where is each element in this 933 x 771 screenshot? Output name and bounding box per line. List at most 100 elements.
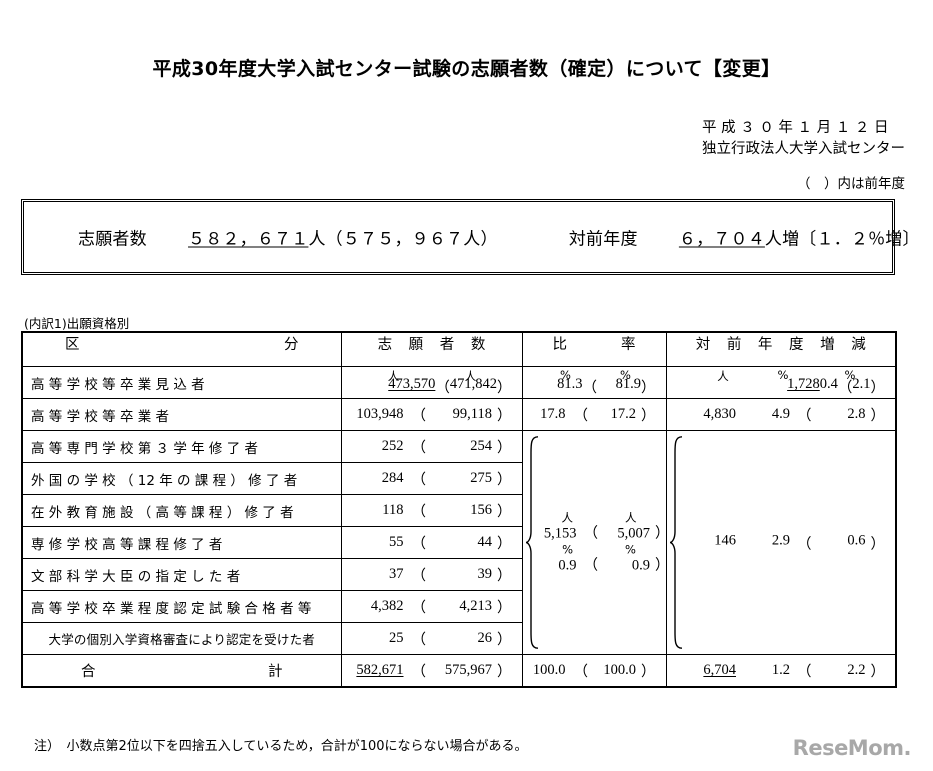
row-applicants-cell: 252 （ 254 ） [340, 430, 523, 463]
summary-applicants-prev: （５７５，９６７人） [325, 229, 498, 250]
issuer-name: 独立行政法人大学入試センター [702, 140, 905, 157]
table-row: 高 等 学 校 等 卒 業 見 込 者 人 人 473,570 （ [21, 366, 897, 399]
merged-ratio-cell: 人 人 5,153 （ 5,007 ） % % [521, 430, 670, 655]
resemom-watermark: ReseMom. [792, 736, 912, 760]
applicants-value: 37 [389, 566, 404, 582]
row-applicants-cell: 37 （ 39 ） [340, 558, 523, 591]
header-ratio-left: 比 [552, 337, 568, 353]
watermark-text: ReseMom. [792, 736, 912, 760]
row-label: 外 国 の 学 校 （ 12 年 の 課 程 ） 修 了 者 [31, 472, 298, 489]
table-row: 大学の個別入学資格審査により認定を受けた者 25 （ 26 ） [21, 622, 896, 655]
row-label: 文 部 科 学 大 臣 の 指 定 し た 者 [31, 568, 241, 585]
applicants-value: 473,570 [388, 376, 436, 392]
row-label: 在 外 教 育 施 設 （ 高 等 課 程 ） 修 了 者 [31, 504, 294, 521]
table-header-row: 区 分 志 願 者 数 比 率 対 前 年 度 増 減 [21, 331, 897, 367]
total-change-pct: 1.2 [771, 662, 790, 678]
change-amount: 4,830 [703, 406, 736, 422]
row-label-cell: 大学の個別入学資格審査により認定を受けた者 [21, 622, 342, 655]
row-applicants-cell: 55 （ 44 ） [340, 526, 523, 559]
ratio-prev-value: 81.9 [615, 376, 641, 392]
table-row: 高 等 学 校 等 卒 業 者 103,948 （ 99,118 ） 17.8 … [21, 398, 897, 431]
table-row: 高 等 専 門 学 校 第 ３ 学 年 修 了 者 252 （ 254 ） [21, 430, 897, 655]
row-applicants-cell: 118 （ 156 ） [340, 494, 523, 527]
change-pct-prev: 2.1 [852, 376, 871, 392]
table-row: 専 修 学 校 高 等 課 程 修 了 者 55 （ 44 ） [21, 526, 896, 559]
table-row: 高 等 学 校 卒 業 程 度 認 定 試 験 合 格 者 等 4,382 （ … [21, 590, 896, 623]
summary-unit: 人 [308, 229, 326, 250]
merged-ratio-persons-prev: 5,007 [617, 525, 650, 542]
applicants-prev-value: 39 [477, 566, 493, 582]
ratio-value: 81.3 [557, 376, 583, 392]
total-ratio-cell: 100.0 （ 100.0 ） [521, 654, 667, 688]
row-label: 高 等 学 校 等 卒 業 者 [31, 408, 170, 425]
brace-icon [525, 435, 541, 650]
total-ratio-prev: 100.0 [603, 662, 636, 678]
row-label: 専 修 学 校 高 等 課 程 修 了 者 [31, 536, 223, 553]
applicants-table: 区 分 志 願 者 数 比 率 対 前 年 度 増 減 [21, 331, 897, 688]
row-label: 大学の個別入学資格審査により認定を受けた者 [48, 632, 315, 647]
total-ratio: 100.0 [532, 662, 566, 678]
applicants-value: 118 [382, 502, 404, 518]
row-applicants-cell: 人 人 473,570 （ 471,842 ） [340, 366, 523, 399]
header-applicants: 志 願 者 数 [340, 331, 523, 367]
merged-change-cell: 146 2.9 （ 0.6 ） [665, 430, 897, 655]
row-label-cell: 高 等 学 校 卒 業 程 度 認 定 試 験 合 格 者 等 [21, 590, 342, 623]
row-applicants-cell: 284 （ 275 ） [340, 462, 523, 495]
row-label-cell: 外 国 の 学 校 （ 12 年 の 課 程 ） 修 了 者 [21, 462, 342, 495]
summary-applicants-value: ５８２，６７１ [188, 229, 309, 250]
footnote: 注） 小数点第2位以下を四捨五入しているため，合計が100にならない場合がある。 [34, 739, 528, 754]
applicants-prev-value: 254 [470, 438, 492, 454]
row-applicants-cell: 103,948 （ 99,118 ） [340, 398, 523, 431]
row-ratio-cell: % % 81.3 （ 81.9 ） [521, 366, 667, 399]
change-pct: 4.9 [771, 406, 790, 422]
row-applicants-cell: 4,382 （ 4,213 ） [340, 590, 523, 623]
applicants-prev-value: 26 [477, 630, 493, 646]
page-title: 平成30年度大学入試センター試験の志願者数（確定）について【変更】 [152, 58, 781, 80]
total-label-cell: 合 計 [21, 654, 342, 688]
issue-date: 平 成 ３ ０ 年 １ 月 １ ２ 日 [702, 120, 889, 136]
row-label-cell: 高 等 専 門 学 校 第 ３ 学 年 修 了 者 [21, 430, 342, 463]
header-division: 区 分 [21, 331, 342, 367]
row-label-cell: 高 等 学 校 等 卒 業 者 [21, 398, 342, 431]
summary-line: 志願者数 ５８２，６７１人（５７５，９６７人） 対前年度 ６，７０４人増〔１．２… [78, 225, 920, 250]
total-change-amount: 6,704 [703, 662, 736, 678]
row-label-cell: 文 部 科 学 大 臣 の 指 定 し た 者 [21, 558, 342, 591]
applicants-value: 4,382 [370, 598, 404, 614]
summary-change-value: ６，７０４ [678, 229, 765, 250]
merged-change-pct-prev: 0.6 [847, 532, 866, 548]
total-label-left: 合 [81, 664, 96, 680]
applicants-prev-value: 99,118 [452, 406, 492, 422]
ratio-units: % % [560, 368, 631, 382]
applicants-prev-value: 156 [470, 502, 492, 518]
applicants-value: 55 [389, 534, 404, 550]
total-applicants-cell: 582,671 （ 575,967 ） [340, 654, 523, 688]
breakdown-caption: (内訳1)出願資格別 [24, 316, 130, 331]
row-label: 高 等 学 校 等 卒 業 見 込 者 [31, 376, 205, 393]
change-amount: 1,728 [787, 376, 820, 392]
summary-applicants-label: 志願者数 [78, 229, 147, 250]
merged-ratio-persons: 5,153 [543, 525, 577, 542]
applicants-value: 252 [381, 438, 404, 454]
summary-change-suffix: 人増〔１．２％増〕 [764, 229, 920, 250]
change-units: 人 % % [717, 368, 856, 383]
applicants-prev-value: 44 [477, 534, 493, 550]
total-applicants: 582,671 [356, 662, 404, 678]
header-division-left: 区 [65, 337, 80, 353]
parenthesis-note: （ ）内は前年度 [797, 176, 905, 192]
row-label-cell: 在 外 教 育 施 設 （ 高 等 課 程 ） 修 了 者 [21, 494, 342, 527]
table-row: 在 外 教 育 施 設 （ 高 等 課 程 ） 修 了 者 118 （ 156 … [21, 494, 896, 527]
merged-change-pct: 2.9 [771, 532, 790, 548]
applicants-units: 人 人 [387, 369, 477, 383]
row-label: 高 等 専 門 学 校 第 ３ 学 年 修 了 者 [31, 440, 258, 457]
change-pct: 0.4 [819, 376, 838, 392]
applicants-prev-value: 275 [470, 470, 492, 486]
applicants-prev-value: 471,842 [449, 376, 497, 392]
total-label-right: 計 [268, 664, 283, 680]
brace-icon [669, 435, 685, 650]
merged-ratio-percent-prev: 0.9 [631, 557, 650, 574]
row-label-cell: 高 等 学 校 等 卒 業 見 込 者 [21, 366, 342, 399]
header-ratio: 比 率 [521, 331, 667, 367]
merged-change-amount: 146 [714, 532, 736, 548]
merged-ratio-percent-units: % % [562, 542, 636, 557]
